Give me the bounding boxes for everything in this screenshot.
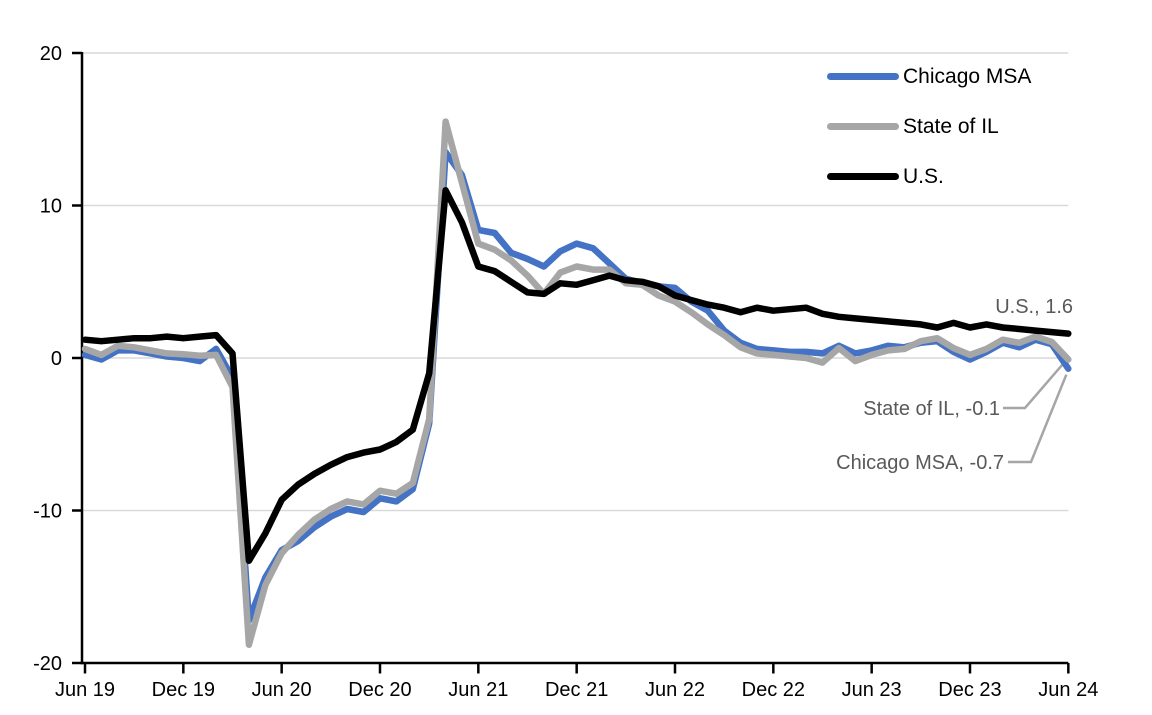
legend-label-us: U.S. <box>903 164 944 188</box>
annotation-us-last-value: U.S., 1.6 <box>995 296 1073 318</box>
y-tick-label--20: -20 <box>33 653 62 675</box>
annotation-chicago-msa-last-value: Chicago MSA, -0.7 <box>836 452 1004 474</box>
y-tick-label--10: -10 <box>33 501 62 523</box>
legend-label-state-of-il: State of IL <box>903 114 999 138</box>
legend-swatch-state-of-il <box>827 122 899 130</box>
leader-line-chicago-msa <box>1008 374 1068 464</box>
y-tick-label-0: 0 <box>51 348 62 370</box>
legend-label-chicago-msa: Chicago MSA <box>903 64 1032 88</box>
series-line-u-s <box>81 187 1072 565</box>
legend-swatch-us <box>827 172 899 180</box>
y-tick-label-10: 10 <box>40 196 62 218</box>
annotation-state-of-il-last-value: State of IL, -0.1 <box>863 398 1000 420</box>
y-tick-label-20: 20 <box>40 43 62 65</box>
x-tick-label-7: Dec 22 <box>742 679 805 701</box>
x-tick-label-5: Dec 21 <box>545 679 608 701</box>
legend-swatch-chicago-msa <box>827 72 899 80</box>
legend: Chicago MSA State of IL U.S. <box>827 51 1031 201</box>
x-tick-label-4: Jun 21 <box>448 679 508 701</box>
legend-item-chicago-msa: Chicago MSA <box>827 51 1031 101</box>
leader-line-state-of-il <box>1003 362 1065 410</box>
x-tick-label-10: Jun 24 <box>1038 679 1098 701</box>
x-tick-label-1: Dec 19 <box>152 679 215 701</box>
x-tick-label-6: Jun 22 <box>645 679 705 701</box>
x-tick-label-8: Jun 23 <box>842 679 902 701</box>
x-tick-label-2: Jun 20 <box>252 679 312 701</box>
legend-item-state-of-il: State of IL <box>827 101 1031 151</box>
legend-item-us: U.S. <box>827 151 1031 201</box>
x-tick-label-0: Jun 19 <box>55 679 115 701</box>
series-line-state-of-il <box>81 118 1072 648</box>
x-tick-label-3: Dec 20 <box>348 679 411 701</box>
x-tick-label-9: Dec 23 <box>938 679 1001 701</box>
